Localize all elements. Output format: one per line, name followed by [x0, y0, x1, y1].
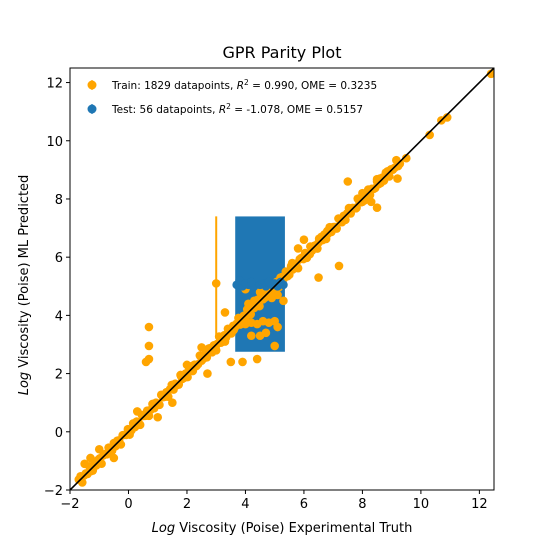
train-point [352, 203, 361, 212]
y-axis-label-italic: Log [17, 372, 32, 395]
y-tick-label: −2 [44, 484, 63, 499]
train-point [229, 325, 239, 335]
x-axis-label: Log Viscosity (Poise) Experimental Truth [152, 521, 413, 536]
train-point [395, 159, 405, 168]
x-tick-label: 12 [471, 497, 488, 512]
train-point [132, 407, 142, 416]
train-point [220, 337, 230, 346]
train-point [337, 217, 347, 227]
x-tick-label: 2 [183, 497, 191, 512]
y-tick-label: 12 [46, 77, 63, 92]
train-point [425, 130, 434, 140]
test-point [246, 277, 256, 287]
y-tick-label: 2 [55, 368, 63, 383]
train-point [252, 354, 262, 364]
train-point [273, 322, 282, 332]
train-point [144, 354, 154, 364]
train-point [135, 420, 145, 430]
train-point [220, 308, 230, 317]
train-point [314, 273, 323, 282]
legend: Train: 1829 datapoints, R2 = 0.990, OME … [87, 78, 377, 116]
y-tick-label: 0 [55, 426, 63, 441]
y-axis-label-text: Viscosity (Poise) ML Predicted [17, 175, 32, 372]
train-point [375, 174, 385, 183]
train-point [442, 113, 452, 122]
chart-title: GPR Parity Plot [223, 43, 342, 62]
train-point [299, 235, 309, 245]
train-point [270, 341, 279, 351]
train-point [94, 444, 104, 454]
train-point [168, 398, 177, 407]
train-point [358, 197, 367, 207]
x-tick-label: 6 [300, 497, 308, 512]
train-point [226, 357, 236, 367]
train-point [358, 188, 367, 198]
x-axis-label-text: Viscosity (Poise) Experimental Truth [175, 521, 412, 536]
train-point [197, 343, 206, 352]
train-point [153, 412, 163, 422]
x-tick-label: −2 [60, 497, 79, 512]
x-axis-label-italic: Log [152, 521, 175, 536]
train-point [176, 372, 186, 381]
train-point [317, 232, 326, 242]
axes-frame [69, 67, 495, 491]
legend-label-test: Test: 56 datapoints, R2 = -1.078, OME = … [111, 102, 363, 116]
y-axis-label: Log Viscosity (Poise) ML Predicted [17, 175, 32, 396]
train-point [287, 258, 297, 268]
train-point [343, 177, 353, 186]
train-point [372, 203, 382, 212]
train-point [334, 261, 344, 271]
y-tick-label: 6 [55, 251, 63, 266]
train-point [182, 360, 192, 370]
train-point [293, 244, 303, 253]
train-point [211, 279, 221, 288]
train-point [109, 453, 119, 463]
train-point [393, 174, 402, 183]
train-point [238, 357, 247, 367]
axes: −2 0 2 4 6 8 10 12 −2 0 2 4 6 8 10 12 [44, 67, 495, 512]
y-tick-label: 10 [46, 135, 63, 150]
test-point [276, 277, 285, 287]
y-tick-label: 4 [55, 309, 63, 324]
legend-label-train: Train: 1829 datapoints, R2 = 0.990, OME … [111, 78, 377, 92]
x-tick-label: 0 [124, 497, 132, 512]
train-point [246, 331, 256, 341]
train-point [255, 287, 265, 297]
train-point [249, 296, 259, 306]
train-point [279, 296, 288, 306]
train-point [366, 197, 376, 207]
train-point [144, 322, 154, 332]
x-tick-label: 8 [358, 497, 366, 512]
plot-area [70, 68, 494, 490]
parity-line [70, 68, 494, 490]
train-point [211, 346, 221, 355]
train-point [401, 153, 411, 163]
train-point [261, 328, 271, 338]
train-point [80, 459, 89, 469]
x-tick-label: 4 [241, 497, 249, 512]
train-point [203, 369, 212, 378]
train-point [144, 341, 154, 351]
train-point [258, 295, 268, 304]
train-point [86, 453, 95, 463]
train-point [323, 226, 332, 236]
x-tick-label: 10 [413, 497, 430, 512]
y-tick-label: 8 [55, 193, 63, 208]
